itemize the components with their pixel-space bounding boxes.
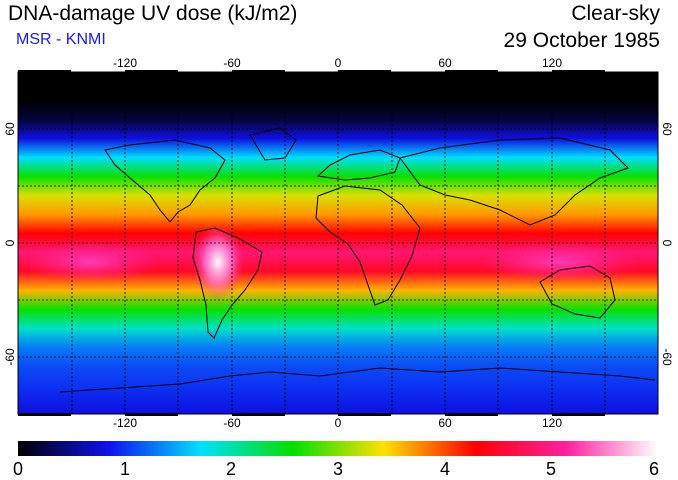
lon-label-bottom-60e: 60: [438, 416, 452, 430]
lon-label-top-60w: -60: [223, 56, 241, 70]
andes-hotspot: [192, 224, 244, 300]
frame-bar-top-6: [552, 70, 605, 73]
data-source-label: MSR - KNMI: [16, 31, 106, 48]
frame-bar-bottom-1: [18, 413, 71, 416]
colorbar-label-4: 4: [439, 459, 451, 479]
colorbar: [18, 441, 658, 456]
frame-segments: [18, 70, 605, 416]
frame-bar-bottom-4: [338, 413, 391, 416]
lat-label-right-60n: 60: [660, 122, 674, 136]
map-title: DNA-damage UV dose (kJ/m2): [8, 2, 298, 25]
frame-bar-bottom-6: [552, 413, 605, 416]
lon-label-bottom-120e: 120: [542, 416, 562, 430]
lat-label-right-60s: -60: [660, 348, 674, 366]
frame-bar-top-4: [338, 70, 391, 73]
frame-bar-top-2: [125, 70, 178, 73]
coastlines: [59, 127, 656, 393]
colorbar-label-5: 5: [545, 459, 557, 479]
frame-bar-top-5: [445, 70, 498, 73]
lon-label-top-120w: -120: [113, 56, 137, 70]
lon-label-top-60e: 60: [438, 56, 452, 70]
lon-label-top-120e: 120: [542, 56, 562, 70]
frame-bar-top-3: [232, 70, 285, 73]
graticule: [18, 72, 658, 414]
north-america-coast: [104, 139, 226, 223]
colorbar-label-1: 1: [119, 459, 131, 479]
colorbar-label-6: 6: [648, 459, 660, 479]
south-america-coast: [192, 227, 263, 339]
pacific-maximum: [20, 242, 160, 282]
asia-coast: [399, 137, 629, 226]
colorbar-label-2: 2: [225, 459, 237, 479]
sky-condition-label: Clear-sky: [571, 2, 660, 25]
colorbar-label-3: 3: [332, 459, 344, 479]
antarctica-coast: [59, 367, 656, 393]
lat-label-left-0: 0: [3, 239, 17, 246]
frame-bar-bottom-3: [232, 413, 285, 416]
colorbar-label-0: 0: [12, 459, 24, 479]
frame-bar-bottom-5: [445, 413, 498, 416]
frame-bar-bottom-2: [125, 413, 178, 416]
lon-label-top-0: 0: [335, 56, 342, 70]
indo-pacific-maximum: [480, 242, 640, 282]
lon-label-bottom-0: 0: [335, 416, 342, 430]
lon-label-bottom-120w: -120: [113, 416, 137, 430]
lat-label-left-60n: 60: [3, 122, 17, 136]
map-date: 29 October 1985: [503, 29, 660, 52]
lon-label-bottom-60w: -60: [223, 416, 241, 430]
lat-label-right-0: 0: [660, 240, 674, 247]
frame-bar-top-1: [18, 70, 71, 73]
lat-label-left-60s: -60: [3, 348, 17, 366]
